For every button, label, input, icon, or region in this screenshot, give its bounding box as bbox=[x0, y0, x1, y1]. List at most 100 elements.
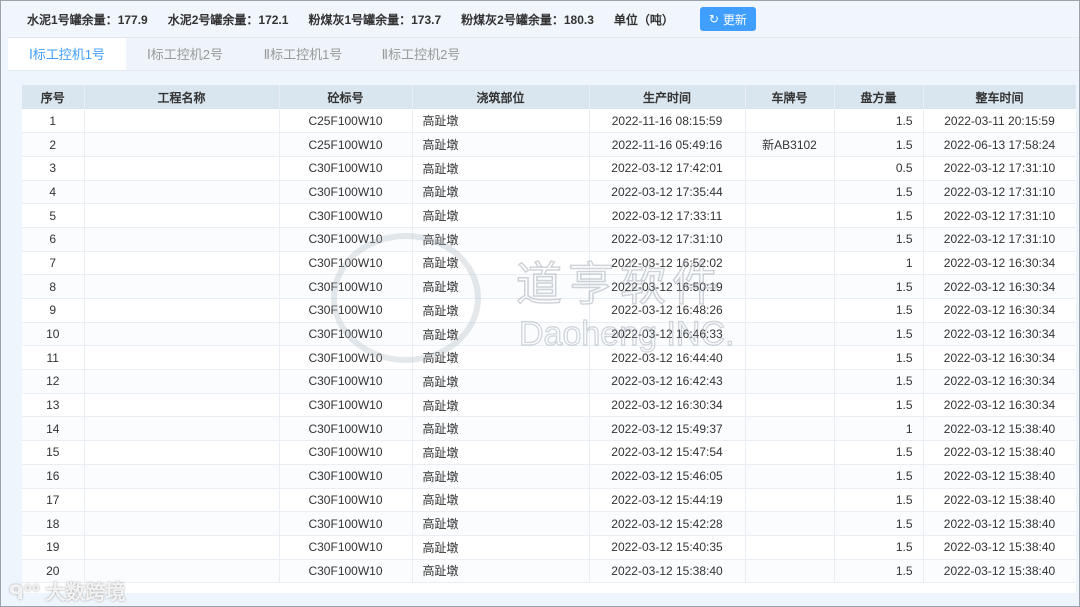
table-row[interactable]: 1 C25F100W10 高趾墩 2022-11-16 08:15:59 1.5 2022… bbox=[22, 109, 1076, 134]
project-name bbox=[84, 251, 280, 276]
production-table[interactable]: 序号 工程名称 砼标号 浇筑部位 生产时间 车牌号 盘方量 整车时间 1 C25F100W10 高… bbox=[22, 85, 1076, 593]
truck-time: 2022-03-12 15:38:40 bbox=[923, 464, 1076, 489]
production-time: 2022-03-12 15:44:19 bbox=[589, 488, 746, 513]
table-row[interactable]: 20 C30F100W10 高趾墩 2022-03-12 15:38:40 1.5 202… bbox=[22, 559, 1076, 584]
column-header[interactable]: 砼标号 bbox=[279, 85, 413, 109]
column-header[interactable]: 序号 bbox=[22, 85, 85, 109]
project-name bbox=[84, 440, 280, 465]
table-row[interactable]: 3 C30F100W10 高趾墩 2022-03-12 17:42:01 0.5 2022… bbox=[22, 156, 1076, 181]
concrete-grade: C25F100W10 bbox=[279, 109, 413, 134]
pour-location: 高趾墩 bbox=[412, 322, 590, 347]
column-header[interactable]: 整车时间 bbox=[923, 85, 1076, 109]
column-header[interactable]: 盘方量 bbox=[834, 85, 924, 109]
production-time: 2022-03-12 17:42:01 bbox=[589, 156, 746, 181]
project-name bbox=[84, 559, 280, 584]
table-row[interactable]: 15 C30F100W10 高趾墩 2022-03-12 15:47:54 1.5 202… bbox=[22, 440, 1076, 465]
tank-stat-label: 水泥2号罐余量： bbox=[167, 12, 259, 27]
row-index: 12 bbox=[22, 369, 85, 394]
production-time: 2022-03-12 15:49:37 bbox=[589, 416, 746, 442]
pour-location: 高趾墩 bbox=[412, 203, 590, 228]
plate-number bbox=[745, 440, 835, 465]
table-row[interactable]: 9 C30F100W10 高趾墩 2022-03-12 16:48:26 1.5 2022… bbox=[22, 298, 1076, 323]
pour-location: 高趾墩 bbox=[412, 251, 590, 276]
table-header: 序号 工程名称 砼标号 浇筑部位 生产时间 车牌号 盘方量 整车时间 bbox=[22, 85, 1076, 109]
column-header[interactable]: 生产时间 bbox=[589, 85, 746, 109]
row-index: 16 bbox=[22, 464, 85, 489]
pour-location: 高趾墩 bbox=[412, 298, 590, 323]
batch-volume: 1.5 bbox=[834, 227, 924, 252]
tank-stat-value: 180.3 bbox=[563, 12, 594, 27]
table-row[interactable]: 11 C30F100W10 高趾墩 2022-03-12 16:44:40 1.5 202… bbox=[22, 345, 1076, 371]
table-row[interactable]: 14 C30F100W10 高趾墩 2022-03-12 15:49:37 1 2022-… bbox=[22, 416, 1076, 442]
column-header[interactable]: 浇筑部位 bbox=[412, 85, 590, 109]
tab-machine-4[interactable]: Ⅱ标工控机2号 bbox=[381, 47, 461, 62]
truck-time: 2022-03-12 15:38:40 bbox=[923, 440, 1076, 465]
truck-time: 2022-03-12 15:38:40 bbox=[923, 416, 1076, 442]
batch-volume: 1.5 bbox=[834, 345, 924, 371]
truck-time: 2022-03-12 17:31:10 bbox=[923, 156, 1076, 181]
tab-machine-1[interactable]: Ⅰ标工控机1号 bbox=[8, 38, 126, 70]
row-index: 4 bbox=[22, 180, 85, 205]
truck-time: 2022-03-12 15:38:40 bbox=[923, 488, 1076, 513]
batch-volume: 1.5 bbox=[834, 488, 924, 513]
plate-number bbox=[745, 416, 835, 442]
table-row[interactable]: 10 C30F100W10 高趾墩 2022-03-12 16:46:33 1.5 202… bbox=[22, 322, 1076, 347]
row-index: 17 bbox=[22, 488, 85, 513]
tank-stat-value: 177.9 bbox=[117, 12, 148, 27]
project-name bbox=[84, 156, 280, 181]
concrete-grade: C30F100W10 bbox=[279, 511, 413, 536]
batch-volume: 1.5 bbox=[834, 203, 924, 228]
unit-label: 单位（吨） bbox=[613, 12, 674, 27]
row-index: 9 bbox=[22, 298, 85, 323]
truck-time: 2022-03-12 16:30:34 bbox=[923, 274, 1076, 299]
concrete-grade: C30F100W10 bbox=[279, 369, 413, 394]
plate-number bbox=[745, 559, 835, 584]
table-row[interactable]: 2 C25F100W10 高趾墩 2022-11-16 05:49:16 新AB3102… bbox=[22, 132, 1076, 157]
table-row[interactable]: 16 C30F100W10 高趾墩 2022-03-12 15:46:05 1.5 202… bbox=[22, 464, 1076, 489]
production-time: 2022-11-16 08:15:59 bbox=[589, 109, 746, 134]
production-time: 2022-03-12 16:46:33 bbox=[589, 322, 746, 347]
batch-volume: 1.5 bbox=[834, 369, 924, 394]
production-time: 2022-03-12 16:42:43 bbox=[589, 369, 746, 394]
batch-volume: 1.5 bbox=[834, 132, 924, 157]
table-row[interactable]: 8 C30F100W10 高趾墩 2022-03-12 16:50:19 1.5 2022… bbox=[22, 274, 1076, 299]
truck-time: 2022-03-11 20:15:59 bbox=[923, 109, 1076, 134]
table-row[interactable]: 7 C30F100W10 高趾墩 2022-03-12 16:52:02 1 2022-0… bbox=[22, 251, 1076, 276]
row-index: 20 bbox=[22, 559, 85, 584]
production-time: 2022-11-16 05:49:16 bbox=[589, 132, 746, 157]
production-time: 2022-03-12 17:33:11 bbox=[589, 203, 746, 228]
table-row[interactable]: 6 C30F100W10 高趾墩 2022-03-12 17:31:10 1.5 2022… bbox=[22, 227, 1076, 252]
plate-number bbox=[745, 488, 835, 513]
truck-time: 2022-06-13 17:58:24 bbox=[923, 132, 1076, 157]
refresh-button[interactable]: ↻ 更新 bbox=[699, 7, 756, 31]
truck-time: 2022-03-12 16:30:34 bbox=[923, 298, 1076, 323]
column-header[interactable]: 车牌号 bbox=[745, 85, 835, 109]
table-row[interactable]: 13 C30F100W10 高趾墩 2022-03-12 16:30:34 1.5 202… bbox=[22, 393, 1076, 418]
row-index: 18 bbox=[22, 511, 85, 536]
batch-volume: 1.5 bbox=[834, 464, 924, 489]
table-row[interactable]: 17 C30F100W10 高趾墩 2022-03-12 15:44:19 1.5 202… bbox=[22, 488, 1076, 513]
project-name bbox=[84, 322, 280, 347]
concrete-grade: C30F100W10 bbox=[279, 227, 413, 252]
pour-location: 高趾墩 bbox=[412, 109, 590, 134]
plate-number bbox=[745, 345, 835, 371]
pour-location: 高趾墩 bbox=[412, 227, 590, 252]
tab-machine-2[interactable]: Ⅰ标工控机2号 bbox=[146, 47, 224, 62]
batch-volume: 1.5 bbox=[834, 180, 924, 205]
table-row[interactable]: 18 C30F100W10 高趾墩 2022-03-12 15:42:28 1.5 202… bbox=[22, 511, 1076, 536]
table-row[interactable]: 5 C30F100W10 高趾墩 2022-03-12 17:33:11 1.5 2022… bbox=[22, 203, 1076, 228]
pour-location: 高趾墩 bbox=[412, 180, 590, 205]
table-row[interactable]: 19 C30F100W10 高趾墩 2022-03-12 15:40:35 1.5 202… bbox=[22, 535, 1076, 560]
table-row[interactable]: 4 C30F100W10 高趾墩 2022-03-12 17:35:44 1.5 2022… bbox=[22, 180, 1076, 205]
plate-number bbox=[745, 511, 835, 536]
tab-machine-3[interactable]: Ⅱ标工控机1号 bbox=[263, 47, 343, 62]
tank-status-bar: 水泥1号罐余量：177.9 水泥2号罐余量：172.1 粉煤灰1号罐余量：173.7… bbox=[1, 1, 1079, 37]
corner-logo: ᑫ°° 大数跨境 bbox=[9, 582, 126, 604]
project-name bbox=[84, 369, 280, 394]
pour-location: 高趾墩 bbox=[412, 511, 590, 536]
column-header[interactable]: 工程名称 bbox=[84, 85, 280, 109]
tank-stat-label: 粉煤灰2号罐余量： bbox=[461, 12, 564, 27]
production-time: 2022-03-12 15:40:35 bbox=[589, 535, 746, 560]
table-row[interactable]: 12 C30F100W10 高趾墩 2022-03-12 16:42:43 1.5 202… bbox=[22, 369, 1076, 394]
concrete-grade: C30F100W10 bbox=[279, 464, 413, 489]
